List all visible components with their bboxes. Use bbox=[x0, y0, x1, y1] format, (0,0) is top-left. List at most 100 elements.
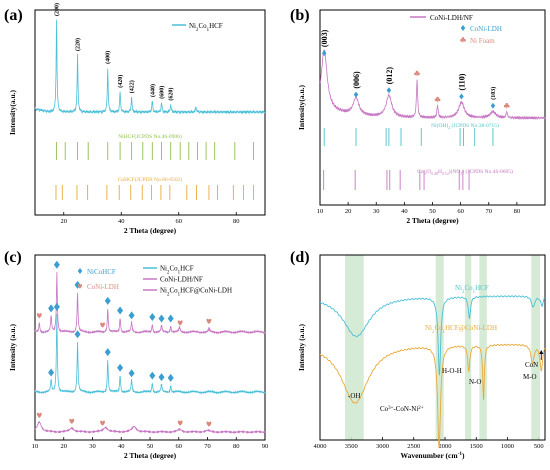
panel-a-legend-label-part-3: 1 bbox=[207, 28, 210, 33]
panel-b-legend-club bbox=[460, 37, 466, 43]
panel-b-peak-marker-3-lobe-right bbox=[417, 72, 420, 76]
panel-d-series-label-0-part-0: Ni bbox=[455, 284, 462, 292]
panel-b-ref-label-1-part-1: 6 bbox=[424, 172, 426, 176]
panel-c-marker-1 bbox=[48, 304, 55, 313]
panel-d-xtick-label-4: 2000 bbox=[439, 443, 452, 450]
panel-b-legend-diamond bbox=[460, 25, 466, 31]
panel-d-label-cn-part-0: Co bbox=[380, 405, 389, 413]
panel-d-xlabel-part-2: ) bbox=[462, 451, 465, 460]
panel-d-series-label-1-part-3: 1 bbox=[443, 330, 446, 335]
panel-d-series-label-1-part-1: 2 bbox=[432, 330, 435, 335]
panel-b-peak-label-2: (012) bbox=[385, 67, 394, 85]
panel-b-peak-marker-7-lobe-right bbox=[506, 104, 510, 108]
panel-d-band-3 bbox=[479, 255, 487, 440]
panel-b-series-line bbox=[319, 49, 546, 121]
panel-b-xtick-label-2: 30 bbox=[373, 208, 380, 215]
panel-d-label-cn: Co3+-CoN-Ni2+ bbox=[380, 405, 424, 413]
panel-a-peak-label-4: (422) bbox=[129, 80, 136, 93]
panel-b-peak-label-0: (003) bbox=[320, 29, 329, 47]
panel-c-marker-14 bbox=[53, 302, 60, 311]
panel-a-xtick-label-1: 40 bbox=[118, 218, 125, 225]
panel-d-series-line-0 bbox=[319, 295, 546, 376]
panel-b-ref-label-1-part-2: (O bbox=[425, 168, 431, 175]
panel-a-peak-label-5: (440) bbox=[149, 84, 156, 97]
panel-b-peak-marker-7 bbox=[503, 102, 510, 109]
panel-a-xtick-label-0: 20 bbox=[61, 218, 68, 225]
panel-a-peak-label-2: (400) bbox=[105, 51, 112, 64]
panel-c-marker-23 bbox=[69, 418, 75, 424]
panel-b-peak-marker-3-lobe-top bbox=[415, 70, 419, 74]
panel-d-series-label-0-part-2: Co bbox=[464, 284, 473, 292]
panel-b-ref-label-1: Co6(O0.48H0.52)(NO3) (JCPDS No.46-0605) bbox=[417, 168, 513, 176]
panel-c-legend-diamond bbox=[77, 268, 83, 274]
panel-d-xtick-label-7: 500 bbox=[534, 443, 544, 450]
panel-d-series-label-0-part-1: 2 bbox=[462, 290, 465, 295]
panel-b-ref-label-1-part-5: 0.52 bbox=[442, 172, 449, 176]
panel-b-xtick-label-5: 60 bbox=[457, 208, 464, 215]
panel-c-marker-20 bbox=[158, 373, 165, 382]
panel-d-xtick-label-6: 1000 bbox=[501, 443, 514, 450]
panel-c-marker-9 bbox=[158, 314, 165, 323]
panel-a-peak-label-0: (200) bbox=[54, 3, 61, 16]
panel-c-marker-10 bbox=[167, 314, 174, 323]
panel-c-marker-17 bbox=[117, 363, 124, 372]
panel-b-peak-marker-4-lobe-top bbox=[436, 96, 439, 100]
panel-b-ref-label-0-part-0: Ni(OH) bbox=[431, 122, 448, 129]
panel-c-xtick-label-8: 90 bbox=[262, 443, 269, 450]
panel-a-ylabel: Intensity(a.u.) bbox=[8, 90, 17, 136]
panel-b-peak-marker-7-lobe-top bbox=[505, 102, 509, 106]
panel-d-series-line-1 bbox=[319, 343, 546, 449]
panel-c-legend-line-label-2-part-1: 2 bbox=[167, 292, 170, 297]
panel-d-xtick-label-0: 4000 bbox=[314, 443, 327, 450]
panel-b-peak-marker-2 bbox=[386, 87, 392, 94]
panel-b-ref-label-1-part-7: 3 bbox=[460, 172, 462, 176]
panel-c-series-line-0 bbox=[34, 271, 266, 335]
panel-b-peak-marker-1 bbox=[353, 91, 359, 98]
panel-c-marker-11 bbox=[177, 320, 183, 326]
panel-c-xtick-label-5: 60 bbox=[176, 443, 183, 450]
panel-c-marker-6 bbox=[117, 306, 124, 315]
panel-b-peak-marker-7-lobe-left bbox=[503, 104, 507, 108]
panel-b-peak-marker-3-lobe-left bbox=[414, 72, 417, 76]
panel-b-legend-club-lobe-left bbox=[460, 38, 463, 42]
panel-a-legend-label: Ni2Co1HCF bbox=[189, 22, 223, 33]
panel-c-marker-4 bbox=[100, 322, 105, 328]
panel-a-peak-label-6: (600) bbox=[159, 86, 166, 99]
panel-c-xlabel: 2 Theta (degree) bbox=[124, 451, 177, 460]
panel-c-xtick-label-6: 70 bbox=[204, 443, 211, 450]
panel-d-band-2 bbox=[465, 255, 472, 440]
panel-b-ylabel: Intensity(a.u.) bbox=[297, 85, 306, 131]
panel-d-band-4 bbox=[531, 255, 540, 440]
panel-c-marker-24 bbox=[100, 420, 105, 426]
panel-b-peak-marker-5 bbox=[459, 93, 464, 100]
panel-d-series-label-1: Ni2Co1HCF@CoNi-LDH bbox=[425, 324, 497, 335]
panel-d-label-cn-part-3: 2+ bbox=[418, 406, 423, 411]
panel-d-band-0 bbox=[345, 255, 364, 440]
panel-d-series-label-1-part-0: Ni bbox=[425, 324, 432, 332]
panel-a-xlabel: 2 Theta (degree) bbox=[124, 226, 177, 235]
panel-d-label-cn-part-1: 3+ bbox=[388, 406, 393, 411]
panel-b-legend-label-2: Ni Foam bbox=[470, 37, 495, 45]
panel-d-xtick-label-5: 1500 bbox=[470, 443, 483, 450]
panel-a-legend-label-part-0: Ni bbox=[189, 22, 196, 30]
panel-a-series-line bbox=[34, 19, 266, 115]
panel-b-peak-marker-4-lobe-right bbox=[437, 98, 441, 102]
panel-b-xtick-label-1: 20 bbox=[345, 208, 352, 215]
panel-c-legend-line-label-2: Ni2Co1HCF@CoNi-LDH bbox=[160, 287, 232, 298]
panel-d-arrow-head bbox=[539, 350, 544, 354]
panel-b-ref-label-0-part-1: 2 bbox=[448, 126, 450, 130]
panel-a: (a) 20 40 60 80 2 Theta (degree) Intensity(a.u… bbox=[4, 3, 266, 235]
panel-b-peak-label-6: (103) bbox=[490, 87, 497, 100]
panel-c-marker-13 bbox=[48, 368, 55, 377]
panel-d-label-no: N-O bbox=[469, 378, 481, 386]
panel-b-peak-label-1: (006) bbox=[352, 71, 361, 89]
panel-c-marker-18 bbox=[128, 369, 135, 378]
panel-a-ref-label-1: CoHCF(JCPDS No.86-0502) bbox=[118, 176, 183, 183]
panel-d-series-label-1-part-4: HCF@CoNi-LDH bbox=[445, 324, 497, 332]
panel-b-legend-club-lobe-top bbox=[461, 37, 465, 40]
panel-d-label-cn-part-2: -CoN-Ni bbox=[393, 405, 418, 413]
panel-a-peak-label-7: (620) bbox=[168, 88, 175, 101]
panel-d-label-oh: -OH bbox=[348, 392, 360, 400]
panel-b-ref-label-1-part-3: 0.48 bbox=[431, 172, 438, 176]
panel-d-series-label-0: Ni2Co1HCF bbox=[455, 284, 489, 295]
